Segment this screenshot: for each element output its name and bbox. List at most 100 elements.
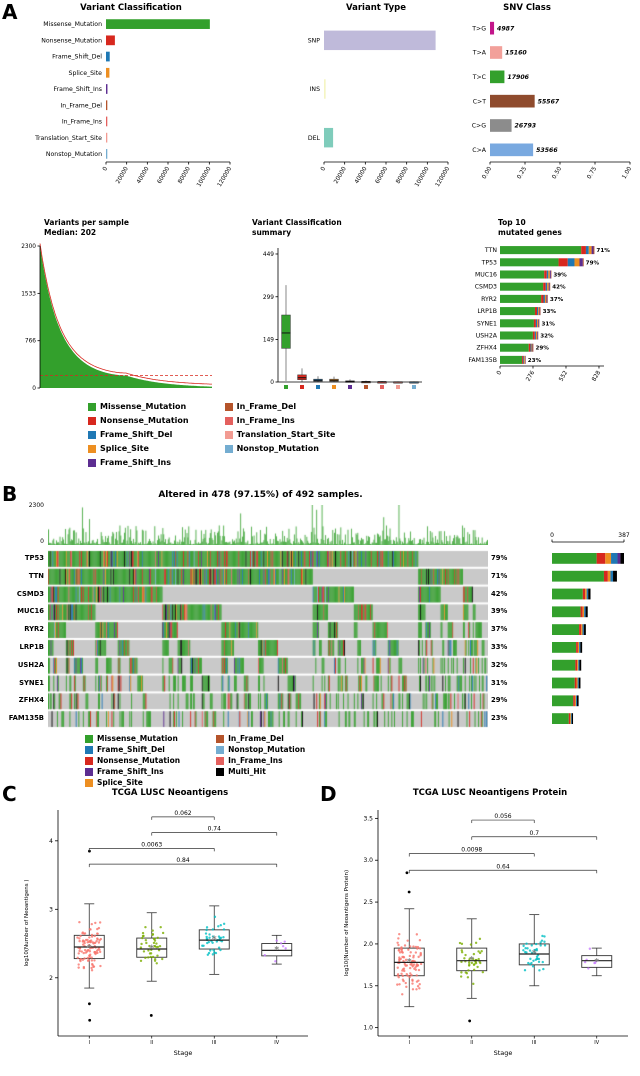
bar-seg bbox=[552, 588, 583, 600]
jitter-point bbox=[535, 955, 539, 958]
oncoplot-right-bars: 0 387 bbox=[550, 532, 630, 724]
chart-text: In_Frame_Ins bbox=[62, 119, 102, 126]
jitter-point bbox=[538, 969, 541, 972]
variant-summary-title: Variant Classification summary bbox=[252, 218, 342, 238]
jitter-point bbox=[155, 945, 158, 949]
chart-text: INS bbox=[310, 86, 320, 93]
jitter-point bbox=[408, 966, 412, 970]
bar bbox=[490, 70, 505, 84]
bar-seg bbox=[574, 258, 580, 267]
legend-item: Nonstop_Mutation bbox=[224, 444, 336, 453]
jitter-point bbox=[217, 946, 221, 949]
bar-seg bbox=[579, 659, 582, 671]
variant-summary-title-line2: summary bbox=[252, 227, 292, 237]
jitter-point bbox=[140, 942, 143, 946]
bar-seg bbox=[543, 282, 546, 291]
missense-mutation-swatch bbox=[88, 402, 96, 411]
bar bbox=[106, 35, 115, 46]
bar-seg bbox=[544, 270, 547, 279]
legend-label: In_Frame_Ins bbox=[236, 416, 295, 425]
jitter-point bbox=[534, 942, 538, 946]
legend-item: In_Frame_Ins bbox=[216, 756, 305, 765]
jitter-point bbox=[463, 957, 466, 960]
panel-label-d: D bbox=[320, 782, 337, 806]
jitter-point bbox=[411, 965, 414, 968]
tmb-track bbox=[48, 505, 488, 545]
jitter-point bbox=[459, 975, 463, 978]
nonsense-mutation-swatch bbox=[88, 416, 96, 425]
jitter-point bbox=[213, 915, 217, 919]
chart-text: 2.5 bbox=[363, 899, 373, 906]
variants-per-sample-title: Variants per sample Median: 202 bbox=[44, 218, 129, 238]
bar-seg bbox=[549, 270, 551, 279]
chart-text: III bbox=[532, 1040, 536, 1046]
bar-seg bbox=[588, 246, 592, 255]
jitter-point bbox=[531, 965, 535, 968]
bar-seg bbox=[500, 270, 545, 279]
box bbox=[198, 929, 230, 950]
chart-text: MUC16 bbox=[475, 272, 497, 279]
in-frame-del-swatch bbox=[224, 402, 233, 411]
in-frame-ins-swatch bbox=[216, 756, 225, 765]
bar bbox=[490, 21, 495, 35]
jitter-point bbox=[412, 963, 416, 966]
bar-seg bbox=[617, 553, 621, 564]
jitter-point bbox=[86, 956, 89, 960]
legend-label: Missense_Mutation bbox=[97, 734, 178, 743]
chart-text: 4 bbox=[49, 838, 53, 845]
legend-item: Frame_Shift_Del bbox=[88, 430, 189, 439]
bar-seg bbox=[607, 570, 611, 582]
jitter-point bbox=[419, 954, 422, 957]
jitter-point bbox=[543, 944, 547, 947]
bar-seg bbox=[610, 570, 614, 582]
chart-text: 0.062 bbox=[174, 810, 191, 817]
variants-per-sample-median: Median: 202 bbox=[44, 227, 97, 237]
bar-seg bbox=[500, 331, 533, 340]
jitter-point bbox=[477, 957, 480, 961]
bar-seg bbox=[550, 270, 552, 279]
x-tick-swatch bbox=[396, 385, 400, 389]
bar-seg bbox=[576, 642, 578, 653]
jitter-point bbox=[541, 960, 544, 964]
jitter-point bbox=[460, 971, 463, 974]
jitter-point bbox=[142, 950, 146, 953]
chart-text: 20000 bbox=[333, 166, 348, 185]
jitter-point bbox=[458, 941, 462, 945]
bar-seg bbox=[603, 570, 608, 582]
jitter-point bbox=[81, 958, 85, 961]
jitter-point bbox=[263, 954, 266, 957]
bar-seg bbox=[579, 258, 583, 267]
bar-seg bbox=[577, 659, 579, 671]
jitter-point bbox=[478, 951, 482, 955]
bar bbox=[324, 30, 436, 51]
bar-seg bbox=[575, 659, 578, 671]
nonstop-mutation-swatch bbox=[224, 444, 233, 453]
bar-seg bbox=[581, 246, 586, 255]
onco-gene-label: ZFHX4 bbox=[18, 696, 44, 705]
onco-gene-label: LRP1B bbox=[19, 642, 44, 651]
chart-text: 39% bbox=[553, 273, 567, 279]
chart-text: C>A bbox=[472, 147, 487, 154]
jitter-point bbox=[400, 972, 403, 976]
jitter-point bbox=[98, 921, 102, 924]
legend-label: Nonstop_Mutation bbox=[228, 745, 306, 754]
legend-item: Missense_Mutation bbox=[85, 734, 180, 743]
bar bbox=[106, 100, 108, 111]
chart-text: SYNE1 bbox=[477, 320, 497, 327]
jitter-point bbox=[416, 945, 420, 949]
jitter-point bbox=[161, 931, 165, 935]
jitter-point bbox=[211, 941, 214, 945]
bar-seg bbox=[582, 258, 584, 267]
legend-item: Translation_Start_Site bbox=[224, 430, 335, 439]
jitter-point bbox=[525, 942, 528, 945]
bar-seg bbox=[552, 606, 581, 618]
chart-text: 0.74 bbox=[208, 826, 222, 833]
jitter-point bbox=[526, 947, 529, 950]
chart-text: 60000 bbox=[375, 166, 390, 185]
bar bbox=[324, 79, 326, 99]
jitter-point bbox=[398, 932, 401, 936]
chart-text: Frame_Shift_Ins bbox=[54, 86, 103, 93]
tmb-axis-min-label: 0 bbox=[40, 538, 44, 545]
jitter-point bbox=[222, 936, 225, 939]
x-tick-swatch bbox=[364, 385, 368, 389]
